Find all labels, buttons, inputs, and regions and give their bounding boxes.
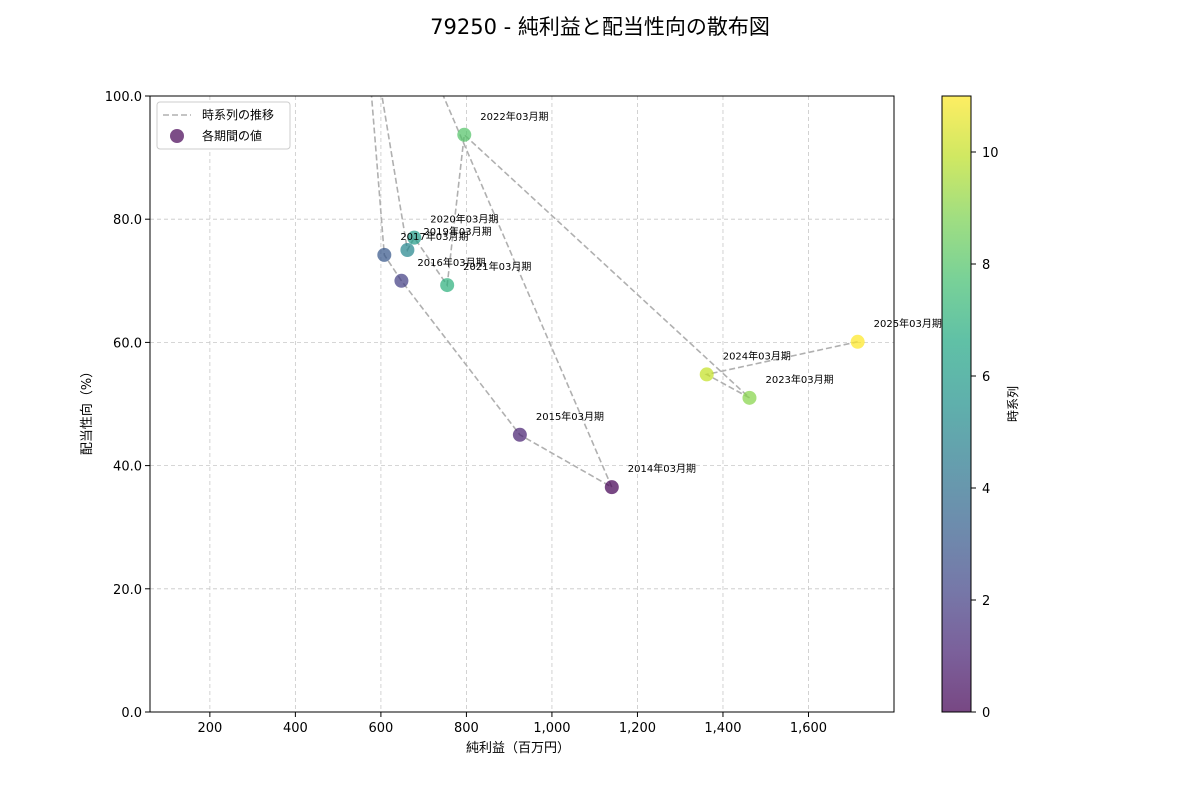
data-label: 2015年03月期 xyxy=(536,410,604,423)
x-tick-label: 1,200 xyxy=(619,721,656,736)
data-label: 2019年03月期 xyxy=(423,225,491,238)
data-point xyxy=(699,367,714,382)
data-point xyxy=(604,480,619,495)
data-point xyxy=(457,127,472,142)
colorbar-ticks: 0 2 4 6 8 10 xyxy=(971,146,999,721)
data-label: 2017年03月期 xyxy=(400,230,468,243)
colorbar-tick-label: 4 xyxy=(982,482,990,497)
legend-point-swatch xyxy=(170,129,184,143)
data-point xyxy=(394,273,409,288)
data-point xyxy=(440,278,455,293)
x-tick-label: 1,400 xyxy=(704,721,741,736)
data-point xyxy=(377,247,392,262)
y-tick-label: 40.0 xyxy=(113,460,142,475)
data-point xyxy=(512,427,527,442)
data-label: 2020年03月期 xyxy=(430,213,498,226)
legend: 時系列の推移 各期間の値 xyxy=(156,101,291,150)
trend-line-group xyxy=(370,96,858,490)
grid-lines xyxy=(150,96,894,712)
legend-line-label: 時系列の推移 xyxy=(202,108,274,122)
data-label: 2023年03月期 xyxy=(765,373,833,386)
colorbar: 0 2 4 6 8 10 時系列 xyxy=(941,95,1020,721)
x-axis-label: 純利益（百万円） xyxy=(466,741,570,756)
chart-title: 79250 - 純利益と配当性向の散布図 xyxy=(430,15,770,39)
colorbar-tick-label: 10 xyxy=(982,146,999,161)
data-label: 2025年03月期 xyxy=(874,317,942,330)
colorbar-tick-label: 6 xyxy=(982,370,990,385)
y-tick-label: 100.0 xyxy=(105,90,142,105)
data-point xyxy=(400,243,415,257)
point-labels: 2014年03月期 2015年03月期 2016年03月期 2017年03月期2019… xyxy=(400,110,942,475)
plot-frame xyxy=(149,95,895,713)
x-tick-label: 400 xyxy=(283,721,308,736)
x-tick-label: 600 xyxy=(368,721,393,736)
y-tick-label: 80.0 xyxy=(113,213,142,228)
x-tick-label: 1,600 xyxy=(790,721,827,736)
y-tick-label: 20.0 xyxy=(113,583,142,598)
x-tick-label: 200 xyxy=(197,721,222,736)
colorbar-tick-label: 0 xyxy=(982,706,990,721)
legend-box xyxy=(156,101,291,150)
colorbar-tick-label: 2 xyxy=(982,594,990,609)
x-axis-ticks: 200 400 600 800 1,000 1,200 1,400 1,600 xyxy=(197,712,827,736)
data-label: 2022年03月期 xyxy=(480,110,548,123)
y-tick-label: 0.0 xyxy=(121,706,142,721)
colorbar-tick-label: 8 xyxy=(982,258,990,273)
data-label: 2016年03月期 xyxy=(417,256,485,269)
data-point xyxy=(407,230,422,245)
x-tick-label: 1,000 xyxy=(533,721,570,736)
y-tick-label: 60.0 xyxy=(113,336,142,351)
trend-line xyxy=(370,96,858,490)
data-label: 2021年03月期 xyxy=(463,260,531,273)
colorbar-gradient xyxy=(941,95,972,713)
data-point xyxy=(742,390,757,405)
y-axis-ticks: 0.0 20.0 40.0 60.0 80.0 100.0 xyxy=(105,90,150,721)
y-axis-label: 配当性向（%） xyxy=(79,365,95,455)
data-points xyxy=(377,127,865,495)
data-label: 2014年03月期 xyxy=(628,462,696,475)
data-label: 2024年03月期 xyxy=(723,349,791,362)
x-tick-label: 800 xyxy=(454,721,479,736)
data-point xyxy=(850,334,865,349)
legend-point-label: 各期間の値 xyxy=(202,128,262,143)
colorbar-label: 時系列 xyxy=(1006,386,1020,422)
